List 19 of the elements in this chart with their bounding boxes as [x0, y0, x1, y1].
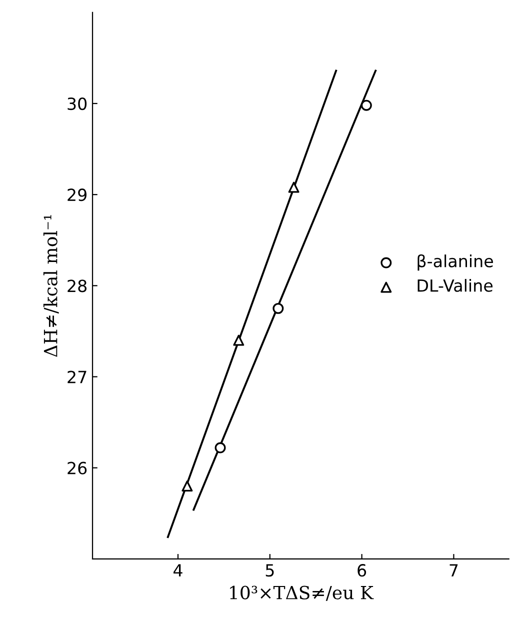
x-tick-label: 6: [358, 564, 366, 577]
point: [272, 302, 284, 314]
y-tick-label: 26: [68, 462, 87, 474]
point: [214, 442, 226, 454]
y-tick-label: 27: [68, 370, 86, 384]
x-tick-label: 7: [450, 564, 458, 576]
legend-label: β-alanine: [418, 254, 493, 271]
point: [233, 334, 244, 346]
y-tick-label: 28: [68, 280, 87, 292]
x-axis-title: 10³×TΔS≠/eu K: [230, 586, 374, 601]
legend-label: DL-Valine: [418, 278, 493, 292]
y-tick-label: 29: [68, 188, 86, 202]
x-tick-label: 4: [174, 564, 182, 576]
point: [288, 182, 300, 193]
x-tick-label: 5: [266, 564, 274, 577]
point: [360, 100, 372, 111]
y-tick-label: 30: [68, 97, 87, 110]
y-axis-title: ΔH≠/kcal mol⁻¹: [43, 215, 59, 357]
point: [182, 480, 193, 492]
